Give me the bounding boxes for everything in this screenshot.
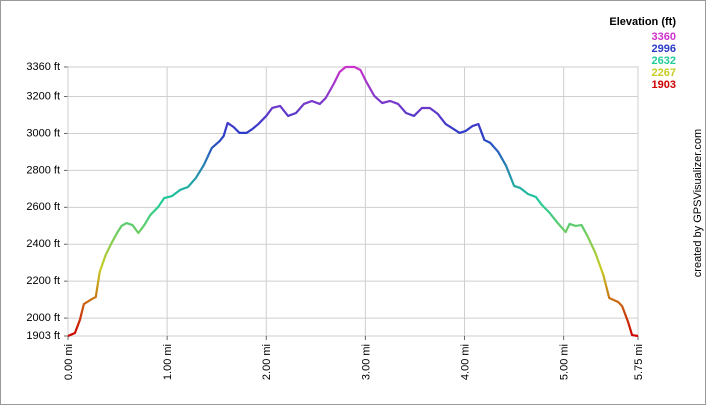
legend-value: 2632 (652, 55, 676, 67)
legend-value: 1903 (652, 79, 676, 91)
x-tick-label: 4.00 mi (459, 344, 471, 380)
x-tick-label: 5.00 mi (559, 344, 571, 380)
x-tick-label: 0.00 mi (63, 344, 75, 380)
plot-area (67, 66, 639, 337)
legend-value: 3360 (652, 31, 676, 43)
y-tick-label: 2600 ft (26, 201, 60, 213)
y-tick-label: 2800 ft (26, 164, 60, 176)
y-tick-label: 3000 ft (26, 127, 60, 139)
x-tick-label: 2.00 mi (261, 344, 273, 380)
y-tick-label: 2000 ft (26, 312, 60, 324)
y-tick-label: 2200 ft (26, 275, 60, 287)
legend-value: 2996 (652, 43, 676, 55)
y-tick-label: 3360 ft (26, 61, 60, 73)
x-tick-label: 3.00 mi (360, 344, 372, 380)
credit: created by GPSVisualizer.com (692, 129, 704, 277)
elevation-line (67, 65, 639, 338)
x-tick-label: 1.00 mi (162, 344, 174, 380)
y-tick-label: 3200 ft (26, 90, 60, 102)
y-tick-label: 2400 ft (26, 238, 60, 250)
legend-title: Elevation (ft) (609, 16, 676, 28)
legend-value: 2267 (652, 67, 676, 79)
x-tick-label: 5.75 mi (633, 344, 645, 380)
y-tick-label: 1903 ft (26, 330, 60, 342)
